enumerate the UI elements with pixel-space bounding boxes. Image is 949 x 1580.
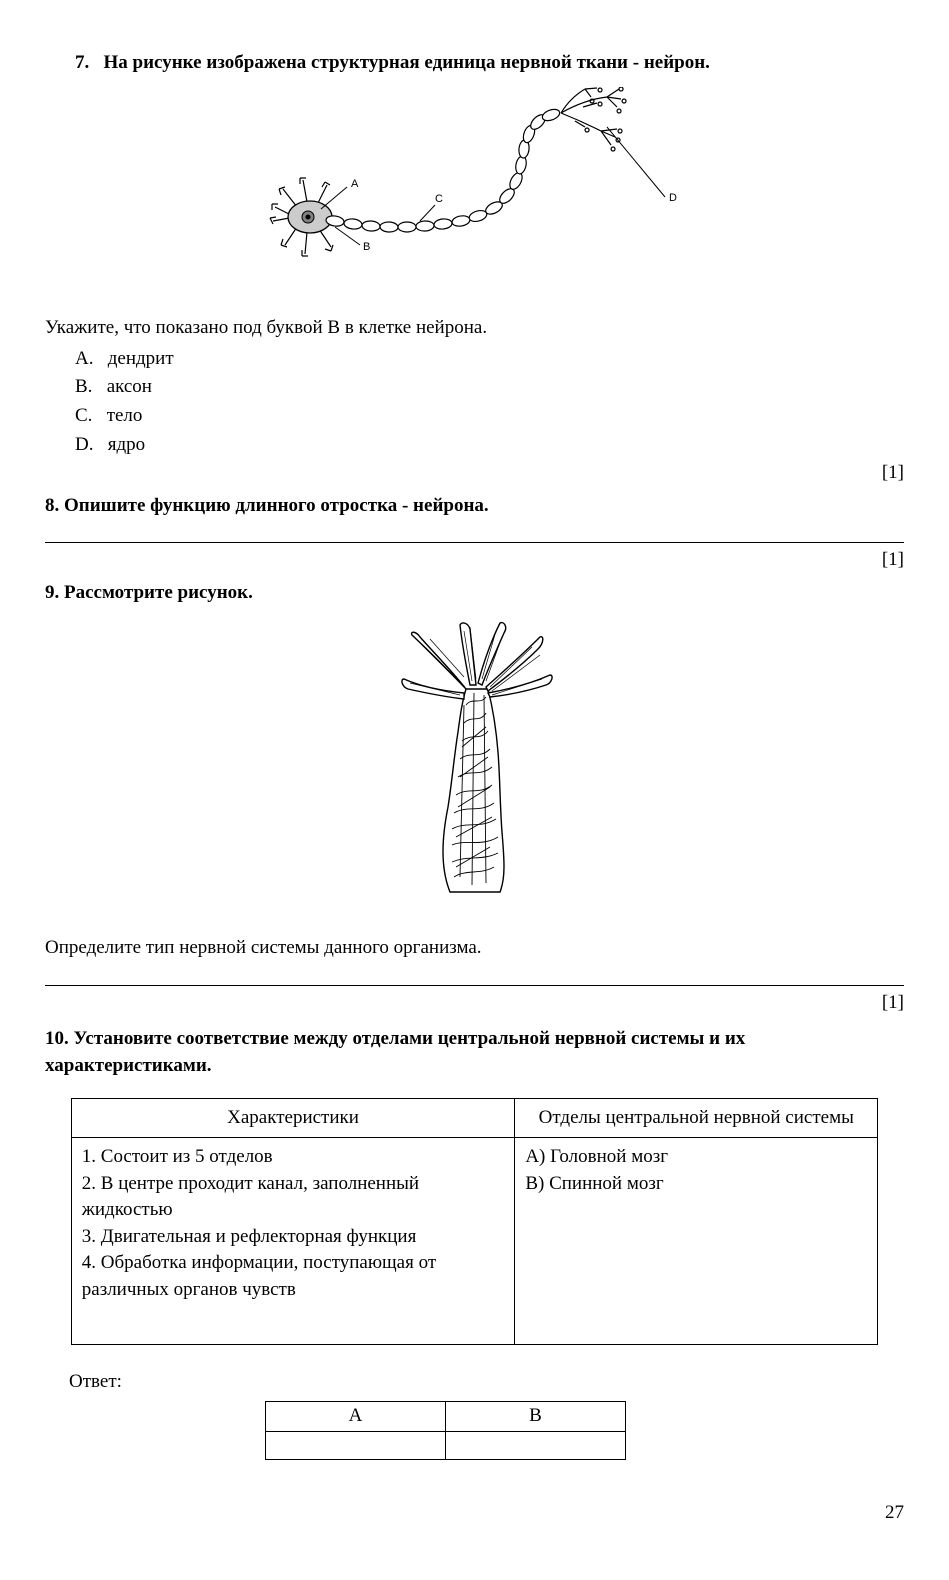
q10-title: Установите соответствие между отделами ц… <box>45 1028 745 1076</box>
question-10: 10. Установите соответствие между отдела… <box>45 1026 904 1460</box>
question-9: 9. Рассмотрите рисунок. <box>45 580 904 1016</box>
q10-left-2: 2. В центре проходит канал, заполненный <box>82 1171 505 1198</box>
q7-options: A. дендрит B. аксон C. тело D. ядро <box>45 346 904 458</box>
q9-score: [1] <box>45 990 904 1017</box>
q8-header: 8. Опишите функцию длинного отростка - н… <box>45 493 904 520</box>
q7-title: На рисунке изображена структурная единиц… <box>104 52 710 73</box>
q10-right-cell: A) Головной мозг B) Спинной мозг <box>515 1138 878 1345</box>
svg-text:B: B <box>363 241 370 253</box>
svg-text:D: D <box>669 192 677 204</box>
q7-figure: A B <box>45 87 904 296</box>
answer-cell-b[interactable] <box>446 1431 626 1459</box>
answer-header-a: A <box>266 1402 446 1432</box>
q9-figure <box>45 617 904 916</box>
q7-option-c: C. тело <box>75 403 904 430</box>
q10-table: Характеристики Отделы центральной нервно… <box>71 1098 878 1345</box>
q10-answer-label: Ответ: <box>69 1369 904 1396</box>
q8-title: Опишите функцию длинного отростка - нейр… <box>64 495 489 516</box>
answer-cell-a[interactable] <box>266 1431 446 1459</box>
q7-header: 7. На рисунке изображена структурная еди… <box>45 50 904 77</box>
q8-answer-line[interactable] <box>45 523 904 543</box>
q10-right-a: A) Головной мозг <box>525 1144 867 1171</box>
q7-prompt: Укажите, что показано под буквой B в кле… <box>45 315 904 342</box>
q7-option-a: A. дендрит <box>75 346 904 373</box>
q9-prompt: Определите тип нервной системы данного о… <box>45 935 904 962</box>
q10-right-b: B) Спинной мозг <box>525 1171 867 1198</box>
q7-option-b: B. аксон <box>75 374 904 401</box>
q8-score: [1] <box>45 547 904 574</box>
q9-header: 9. Рассмотрите рисунок. <box>45 580 904 607</box>
q10-left-cell: 1. Состоит из 5 отделов 2. В центре прох… <box>71 1138 515 1345</box>
q10-th-right: Отделы центральной нервной системы <box>515 1098 878 1138</box>
q10-header: 10. Установите соответствие между отдела… <box>45 1026 904 1079</box>
question-7: 7. На рисунке изображена структурная еди… <box>45 50 904 487</box>
question-8: 8. Опишите функцию длинного отростка - н… <box>45 493 904 574</box>
q9-title: Рассмотрите рисунок. <box>64 582 253 603</box>
q7-option-d: D. ядро <box>75 432 904 459</box>
svg-text:A: A <box>351 178 359 190</box>
q10-left-4b: различных органов чувств <box>82 1277 505 1304</box>
q10-left-3: 3. Двигательная и рефлекторная функция <box>82 1224 505 1251</box>
q9-number: 9. <box>45 582 59 603</box>
answer-header-b: B <box>446 1402 626 1432</box>
neuron-diagram: A B <box>235 87 715 287</box>
page-number: 27 <box>45 1500 904 1527</box>
q9-answer-line[interactable] <box>45 966 904 986</box>
hydra-diagram <box>370 617 580 907</box>
q7-number: 7. <box>75 52 89 73</box>
q7-score: [1] <box>45 460 904 487</box>
q10-left-2b: жидкостью <box>82 1197 505 1224</box>
q8-number: 8. <box>45 495 59 516</box>
q10-answer-table: A B <box>265 1401 626 1460</box>
svg-text:C: C <box>435 193 443 205</box>
q10-left-1: 1. Состоит из 5 отделов <box>82 1144 505 1171</box>
q10-number: 10. <box>45 1028 69 1049</box>
q10-th-left: Характеристики <box>71 1098 515 1138</box>
q10-left-4: 4. Обработка информации, поступающая от <box>82 1250 505 1277</box>
